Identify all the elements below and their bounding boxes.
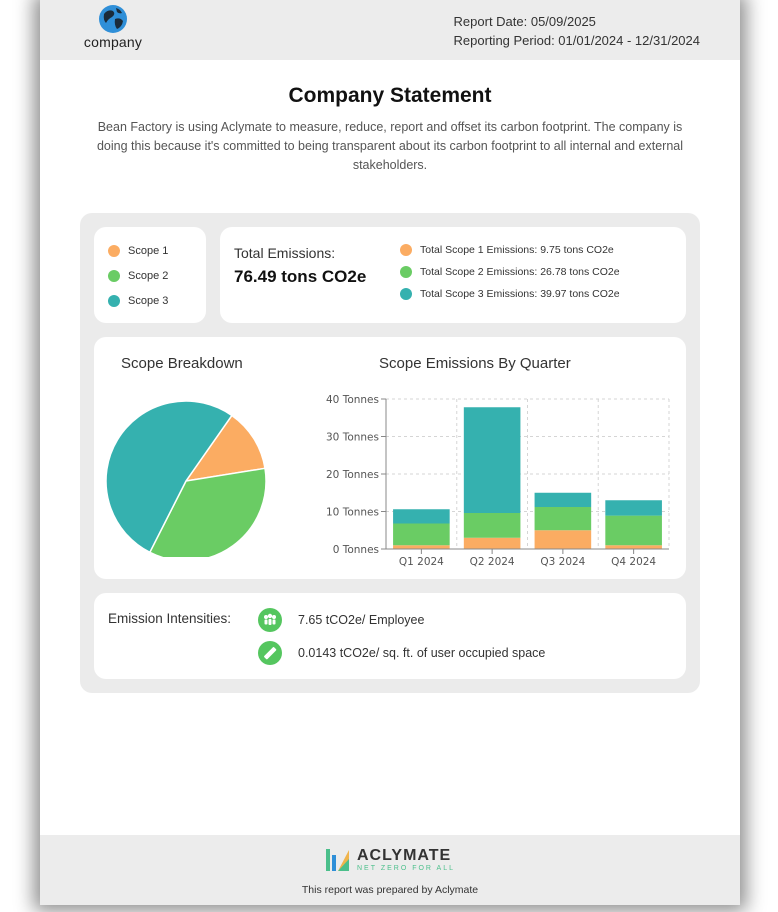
globe-icon <box>99 5 127 33</box>
scope-breakdown-pie-chart <box>105 400 267 557</box>
scope-2-dot <box>108 270 120 282</box>
pie-slice-scope-2 <box>148 467 267 557</box>
legend-label: Scope 1 <box>128 245 169 257</box>
scope-3-dot <box>400 288 412 300</box>
intensity-text: 0.0143 tCO2e/ sq. ft. of user occupied s… <box>298 646 546 660</box>
bar-segment-q3-2024-2 <box>534 492 592 507</box>
statement-body: Bean Factory is using Aclymate to measur… <box>96 120 684 172</box>
bar-segment-q1-2024-0 <box>393 545 450 549</box>
reporting-period: Reporting Period: 01/01/2024 - 12/31/202… <box>453 33 700 48</box>
scope-total-text: Total Scope 2 Emissions: 26.78 tons CO2e <box>420 266 620 278</box>
report-page: company Report Date: 05/09/2025 Reportin… <box>40 0 740 905</box>
company-logo: company <box>78 4 148 50</box>
footer-note: This report was prepared by Aclymate <box>301 884 479 896</box>
scope-total-text: Total Scope 3 Emissions: 39.97 tons CO2e <box>420 288 620 300</box>
aclymate-logo-icon <box>326 849 349 871</box>
x-tick-label: Q4 2024 <box>611 556 656 568</box>
x-tick-label: Q3 2024 <box>540 556 585 568</box>
report-date: Report Date: 05/09/2025 <box>453 14 596 29</box>
legend-item-scope-2: Scope 2 <box>108 270 168 282</box>
bar-chart-title: Scope Emissions By Quarter <box>379 355 571 372</box>
bar-segment-q3-2024-1 <box>534 507 592 531</box>
bar-segment-q2-2024-0 <box>463 537 521 549</box>
emission-intensities-label: Emission Intensities: <box>108 611 232 626</box>
scope-total-text: Total Scope 1 Emissions: 9.75 tons CO2e <box>420 244 614 256</box>
y-tick-label: 10 Tonnes <box>326 507 379 519</box>
scope-emissions-bar-chart: 0 Tonnes 10 Tonnes 20 Tonnes 30 Tonnes 40 To… <box>326 394 670 568</box>
scope-3-dot <box>108 295 120 307</box>
intensity-per-employee: 7.65 tCO2e/ Employee <box>258 608 424 632</box>
total-emissions-label: Total Emissions: <box>234 245 336 261</box>
aclymate-brand: ACLYMATE <box>357 846 452 864</box>
report-header: company Report Date: 05/09/2025 Reportin… <box>40 0 740 60</box>
bar-segment-q4-2024-0 <box>605 545 662 549</box>
report-meta: Report Date: 05/09/2025 Reporting Period… <box>454 12 700 50</box>
legend-item-scope-3: Scope 3 <box>108 295 168 307</box>
legend-label: Scope 3 <box>128 295 169 307</box>
ruler-icon <box>258 641 282 665</box>
y-tick-label: 30 Tonnes <box>326 432 379 444</box>
total-emissions-value: 76.49 tons CO2e <box>234 267 367 286</box>
legend-label: Scope 2 <box>128 270 169 282</box>
bar-segment-q4-2024-2 <box>605 500 662 516</box>
scope-1-total: Total Scope 1 Emissions: 9.75 tons CO2e <box>400 244 614 256</box>
pie-slice-scope-1 <box>184 414 266 483</box>
report-footer: ACLYMATE NET ZERO FOR ALL This report wa… <box>40 835 740 905</box>
emissions-panel: Scope 1 Scope 2 Scope 3 Total Emissions:… <box>80 213 700 693</box>
total-emissions-card: Total Emissions: 76.49 tons CO2e Total S… <box>220 227 686 323</box>
y-tick-label: 0 Tonnes <box>333 544 379 556</box>
bar-segment-q3-2024-0 <box>534 530 592 549</box>
bar-segment-q2-2024-2 <box>463 407 521 513</box>
scope-3-total: Total Scope 3 Emissions: 39.97 tons CO2e <box>400 288 620 300</box>
company-name: company <box>83 34 143 50</box>
bar-segment-q2-2024-1 <box>463 513 521 538</box>
legend-item-scope-1: Scope 1 <box>108 245 168 257</box>
y-tick-label: 20 Tonnes <box>326 469 379 481</box>
x-tick-label: Q2 2024 <box>470 556 515 568</box>
employees-icon <box>258 608 282 632</box>
x-tick-label: Q1 2024 <box>399 556 444 568</box>
bar-segment-q4-2024-1 <box>605 515 662 546</box>
charts-card: Scope Breakdown Scope Emissions By Quart… <box>94 337 686 579</box>
scope-legend: Scope 1 Scope 2 Scope 3 <box>94 227 206 323</box>
pie-slice-scope-3 <box>105 400 233 554</box>
bar-segment-q1-2024-2 <box>393 509 450 524</box>
aclymate-tagline: NET ZERO FOR ALL <box>357 864 455 872</box>
statement-title: Company Statement <box>288 84 492 107</box>
pie-chart-title: Scope Breakdown <box>121 355 243 372</box>
scope-1-dot <box>400 244 412 256</box>
bar-segment-q1-2024-1 <box>393 523 450 546</box>
intensity-text: 7.65 tCO2e/ Employee <box>298 613 425 627</box>
intensity-per-sqft: 0.0143 tCO2e/ sq. ft. of user occupied s… <box>258 641 545 665</box>
aclymate-logo: ACLYMATE NET ZERO FOR ALL <box>325 847 455 873</box>
y-tick-label: 40 Tonnes <box>326 394 379 406</box>
scope-1-dot <box>108 245 120 257</box>
scope-2-dot <box>400 266 412 278</box>
emission-intensities-card: Emission Intensities: 7.65 tCO2e/ Employ… <box>94 593 686 679</box>
scope-2-total: Total Scope 2 Emissions: 26.78 tons CO2e <box>400 266 620 278</box>
